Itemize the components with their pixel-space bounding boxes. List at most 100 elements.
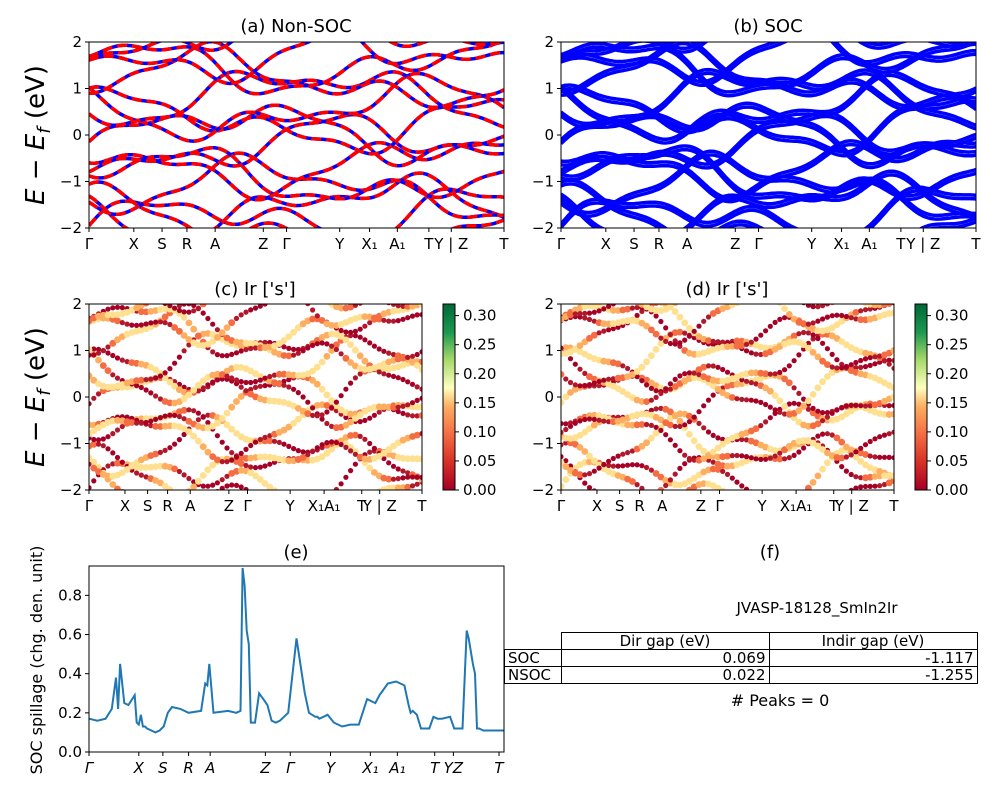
projection-point bbox=[705, 397, 712, 403]
projection-point bbox=[586, 452, 593, 460]
panel-a-xtick-label: Γ bbox=[282, 235, 291, 253]
projection-point bbox=[223, 421, 231, 429]
projection-point bbox=[796, 401, 802, 407]
projection-point bbox=[834, 357, 840, 363]
projection-point bbox=[161, 482, 169, 490]
projection-point bbox=[625, 365, 631, 372]
projection-point bbox=[572, 311, 578, 317]
projection-point bbox=[596, 465, 602, 471]
projection-point bbox=[567, 379, 574, 386]
projection-point bbox=[891, 429, 894, 435]
projection-point bbox=[582, 480, 588, 486]
projection-point bbox=[709, 382, 717, 390]
projection-point bbox=[114, 336, 121, 344]
projection-point bbox=[590, 457, 598, 465]
projection-point bbox=[753, 336, 759, 342]
projection-point bbox=[409, 381, 416, 387]
projection-point bbox=[624, 317, 631, 325]
panel-b-xtick-label: T bbox=[895, 235, 906, 253]
colorbar-d bbox=[914, 303, 928, 491]
projection-point bbox=[186, 342, 192, 348]
projection-point bbox=[672, 376, 678, 382]
panel-a-xtick-label: X bbox=[129, 235, 139, 253]
projection-point bbox=[100, 436, 106, 442]
panel-e-ytick-label: 0.4 bbox=[58, 665, 82, 683]
projection-point bbox=[567, 389, 574, 396]
projection-point bbox=[610, 463, 616, 469]
projection-point bbox=[114, 427, 121, 433]
band-line-spin-down bbox=[89, 71, 504, 143]
projection-point bbox=[153, 393, 159, 399]
projection-point bbox=[805, 304, 811, 308]
projection-point bbox=[262, 304, 268, 307]
projection-point bbox=[413, 362, 421, 369]
table-cell: 0.069 bbox=[560, 649, 770, 667]
panel-a-ytick-label: −1 bbox=[60, 173, 82, 191]
projection-point bbox=[161, 374, 169, 382]
projection-point bbox=[275, 370, 283, 378]
projection-point bbox=[810, 320, 816, 326]
projection-point bbox=[776, 304, 783, 306]
projection-point bbox=[862, 483, 869, 490]
projection-point bbox=[644, 421, 650, 428]
projection-point bbox=[186, 304, 192, 307]
projection-point bbox=[686, 419, 693, 425]
projection-point bbox=[785, 311, 793, 318]
projection-point bbox=[409, 483, 416, 489]
projection-point bbox=[233, 315, 240, 321]
projection-point bbox=[114, 485, 121, 490]
projection-point bbox=[858, 357, 864, 364]
projection-point bbox=[638, 421, 646, 428]
panel-b-xtick-label: Z bbox=[730, 235, 740, 253]
projection-point bbox=[858, 445, 864, 451]
panel-d-title: (d) Ir ['s'] bbox=[686, 279, 769, 300]
projection-point bbox=[762, 370, 769, 378]
projection-point bbox=[701, 403, 707, 409]
projection-point bbox=[191, 304, 197, 308]
projection-point bbox=[109, 481, 117, 488]
projection-point bbox=[271, 438, 278, 444]
projection-point bbox=[347, 359, 354, 366]
panel-d-ytick-label: 0 bbox=[544, 388, 554, 406]
projection-point bbox=[771, 392, 779, 399]
projection-point bbox=[890, 410, 894, 418]
projection-point bbox=[810, 332, 816, 338]
projection-point bbox=[810, 405, 816, 411]
projection-point bbox=[667, 340, 674, 347]
projection-point bbox=[329, 423, 335, 429]
projection-point bbox=[90, 464, 98, 472]
projection-point bbox=[386, 304, 391, 306]
colorbar-d-tick-label: 0.25 bbox=[935, 336, 968, 354]
projection-point bbox=[172, 441, 178, 447]
projection-point bbox=[224, 473, 230, 479]
projection-point bbox=[777, 369, 783, 375]
projection-point bbox=[195, 417, 201, 423]
projection-point bbox=[233, 482, 240, 488]
projection-point bbox=[644, 464, 650, 471]
projection-point bbox=[667, 421, 674, 429]
projection-point bbox=[413, 455, 421, 463]
projection-point bbox=[596, 330, 602, 336]
projection-point bbox=[843, 403, 850, 409]
projection-point bbox=[352, 328, 358, 334]
projection-point bbox=[233, 398, 240, 405]
projection-point bbox=[724, 343, 731, 350]
projection-point bbox=[190, 432, 198, 440]
projection-point bbox=[200, 310, 206, 316]
projection-point bbox=[809, 409, 817, 417]
projection-point bbox=[319, 442, 325, 448]
projection-point bbox=[404, 455, 412, 463]
colorbar-c-tick-label: 0.25 bbox=[463, 336, 496, 354]
projection-point bbox=[181, 472, 187, 478]
projection-point bbox=[695, 443, 703, 450]
projection-point bbox=[629, 305, 636, 311]
soc-band-line bbox=[561, 42, 976, 88]
projection-point bbox=[752, 425, 760, 433]
panel-b-xtick-label: S bbox=[629, 235, 639, 253]
projection-point bbox=[310, 448, 316, 454]
projection-point bbox=[419, 430, 422, 437]
panel-a-ytick-label: 1 bbox=[72, 80, 82, 98]
projection-point bbox=[586, 382, 593, 388]
projection-point bbox=[89, 401, 92, 407]
projection-point bbox=[280, 337, 288, 344]
